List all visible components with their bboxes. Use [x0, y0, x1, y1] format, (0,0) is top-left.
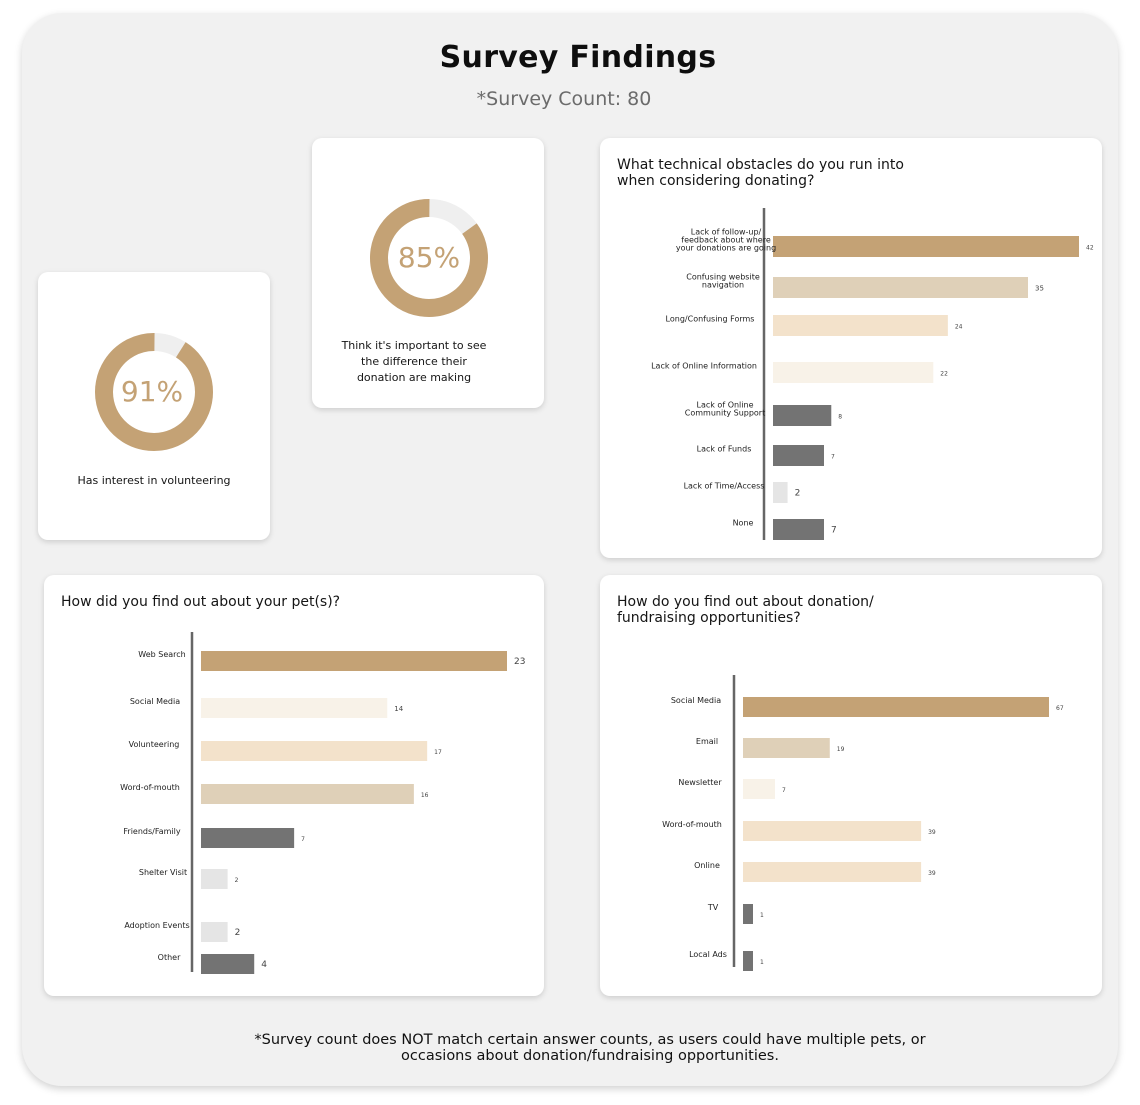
obstacle-bar-0 — [773, 236, 1079, 257]
volunteer-percent: 91% — [120, 375, 184, 408]
donation-source-label-4: Online — [694, 861, 720, 870]
donation-source-label-3: Word-of-mouth — [662, 820, 722, 829]
footnote: *Survey count does NOT match certain ans… — [254, 1032, 926, 1064]
donation-impact-donut — [370, 199, 488, 317]
donation-source-value-3: 39 — [928, 829, 936, 836]
donation-source-label-5: TV — [707, 903, 719, 912]
obstacle-bar-2 — [773, 315, 948, 336]
pet-source-label-6: Adoption Events — [124, 921, 189, 930]
pet-source-label-0: Web Search — [138, 650, 185, 659]
obstacle-bar-4 — [773, 405, 832, 426]
donation-source-bar-4 — [743, 862, 922, 882]
donation-source-value-2: 7 — [782, 787, 786, 794]
obstacle-label-4: Lack of Online Community Support — [685, 401, 765, 418]
donation-source-bar-3 — [743, 821, 922, 841]
volunteer-interest-card: 91% Has interest in volunteering — [38, 272, 270, 540]
obstacle-bar-3 — [773, 362, 934, 383]
obstacle-label-5: Lack of Funds — [697, 445, 752, 454]
obstacle-bar-1 — [773, 277, 1028, 298]
obstacles-chart: 42 Lack of follow-up/feedback about where… — [651, 208, 1094, 540]
donation-source-bar-5 — [743, 904, 753, 924]
pets-chart-card: How did you find out about your pet(s)? … — [44, 575, 544, 996]
pets-chart: 23 Web Search 14 Social Media 17 Volunteering… — [120, 632, 525, 974]
opportunities-chart-title: How do you find out about donation/ fund… — [617, 594, 874, 626]
pet-source-bar-4 — [201, 828, 295, 848]
pet-source-bar-3 — [201, 784, 414, 804]
obstacle-value-1: 35 — [1035, 285, 1044, 293]
donation-source-label-0: Social Media — [671, 696, 721, 705]
pet-source-value-1: 14 — [394, 705, 403, 713]
obstacle-bar-6 — [773, 482, 788, 503]
opportunities-chart-card: How do you find out about donation/ fund… — [600, 575, 1102, 996]
obstacle-value-7: 7 — [831, 526, 837, 536]
donation-source-bar-2 — [743, 779, 775, 799]
donation-source-value-1: 19 — [837, 746, 845, 753]
donation-source-value-5: 1 — [760, 912, 764, 919]
pet-source-label-1: Social Media — [130, 697, 180, 706]
pet-source-value-4: 7 — [301, 836, 305, 843]
pet-source-value-7: 4 — [261, 960, 267, 970]
pet-source-bar-0 — [201, 651, 507, 671]
obstacles-chart-card: What technical obstacles do you run into… — [600, 138, 1102, 558]
pets-chart-title: How did you find out about your pet(s)? — [61, 594, 341, 610]
donation-impact-caption: Think it's important to see the differen… — [341, 339, 487, 384]
pet-source-label-2: Volunteering — [129, 740, 180, 749]
donation-source-label-6: Local Ads — [689, 950, 727, 959]
donation-source-value-0: 67 — [1056, 705, 1064, 712]
obstacle-value-4: 8 — [838, 414, 842, 421]
donation-impact-card: 85% Think it's important to see the diff… — [312, 138, 544, 408]
pet-source-label-5: Shelter Visit — [139, 868, 187, 877]
pet-source-value-0: 23 — [514, 657, 525, 667]
donation-impact-percent: 85% — [397, 241, 461, 274]
obstacle-label-2: Long/Confusing Forms — [666, 315, 755, 324]
opportunities-chart: 67 Social Media 19 Email 7 Newsletter 39 Word-o… — [662, 675, 1064, 971]
pet-source-value-3: 16 — [421, 792, 429, 799]
obstacle-value-3: 22 — [940, 371, 948, 378]
obstacle-bar-5 — [773, 445, 824, 466]
obstacle-value-0: 42 — [1086, 245, 1094, 252]
donation-source-bar-1 — [743, 738, 830, 758]
pet-source-bar-1 — [201, 698, 388, 718]
donation-source-label-2: Newsletter — [678, 778, 722, 787]
page-title: Survey Findings — [439, 40, 717, 75]
obstacle-value-5: 7 — [831, 454, 835, 461]
pet-source-value-5: 2 — [235, 877, 239, 884]
survey-count: *Survey Count: 80 — [476, 88, 652, 110]
pet-source-bar-5 — [201, 869, 228, 889]
obstacle-value-2: 24 — [955, 324, 963, 331]
obstacle-label-1: Confusing website navigation — [686, 273, 760, 290]
donation-source-value-6: 1 — [760, 959, 764, 966]
pet-source-bar-2 — [201, 741, 428, 761]
obstacle-label-3: Lack of Online Information — [651, 362, 757, 371]
donation-source-bar-6 — [743, 951, 753, 971]
pet-source-bar-7 — [201, 954, 255, 974]
pet-source-value-2: 17 — [434, 749, 442, 756]
pet-source-label-3: Word-of-mouth — [120, 783, 180, 792]
obstacle-label-7: None — [733, 519, 754, 528]
pet-source-label-7: Other — [158, 953, 181, 962]
pet-source-bar-6 — [201, 922, 228, 942]
volunteer-caption: Has interest in volunteering — [77, 474, 231, 487]
pet-source-label-4: Friends/Family — [123, 827, 180, 836]
obstacles-chart-title: What technical obstacles do you run into… — [617, 157, 904, 189]
obstacle-label-0: Lack of follow-up/feedback about where yo… — [676, 228, 776, 253]
obstacle-label-6: Lack of Time/Access — [684, 482, 765, 491]
donation-source-value-4: 39 — [928, 870, 936, 877]
pet-source-value-6: 2 — [235, 928, 241, 938]
donation-source-bar-0 — [743, 697, 1049, 717]
obstacle-value-6: 2 — [795, 489, 801, 499]
donation-source-label-1: Email — [696, 737, 718, 746]
obstacle-bar-7 — [773, 519, 824, 540]
volunteer-donut — [95, 333, 213, 451]
